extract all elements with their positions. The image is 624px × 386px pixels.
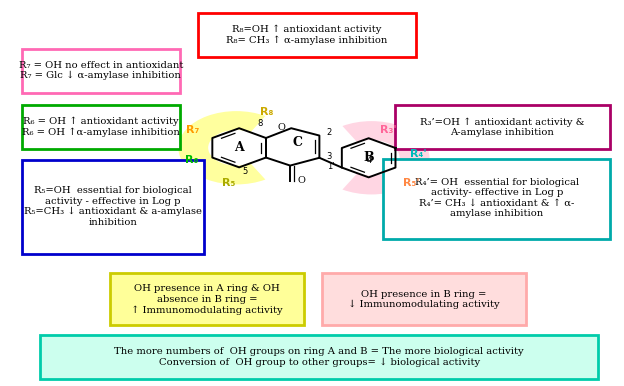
- Text: 5: 5: [243, 167, 248, 176]
- Text: R₇ = OH no effect in antioxidant
R₇ = Glc ↓ α-amylase inhibition: R₇ = OH no effect in antioxidant R₇ = Gl…: [19, 61, 183, 80]
- FancyBboxPatch shape: [110, 273, 304, 325]
- Text: O: O: [278, 123, 285, 132]
- Text: R₆: R₆: [185, 155, 198, 165]
- Text: R₅: R₅: [222, 178, 235, 188]
- Text: A: A: [234, 141, 244, 154]
- FancyBboxPatch shape: [22, 49, 180, 93]
- FancyBboxPatch shape: [22, 161, 204, 254]
- Text: R₄’= OH  essential for biological
activity- effective in Log p
R₄’= CH₃ ↓ antiox: R₄’= OH essential for biological activit…: [415, 178, 579, 218]
- Text: 8: 8: [257, 119, 263, 128]
- Text: R₅': R₅': [403, 178, 419, 188]
- Text: O: O: [298, 176, 305, 185]
- Text: 1': 1': [328, 162, 335, 171]
- FancyBboxPatch shape: [198, 13, 416, 57]
- Text: 3: 3: [326, 152, 332, 161]
- Text: OH presence in B ring =
↓ Immunomodulating activity: OH presence in B ring = ↓ Immunomodulati…: [348, 290, 499, 309]
- Text: OH presence in A ring & OH
absence in B ring =
↑ Immunomodulating activity: OH presence in A ring & OH absence in B …: [131, 284, 283, 315]
- FancyBboxPatch shape: [22, 105, 180, 149]
- Text: R₇: R₇: [187, 125, 200, 135]
- Text: B: B: [363, 151, 374, 164]
- Text: The more numbers of  OH groups on ring A and B = The more biological activity
Co: The more numbers of OH groups on ring A …: [114, 347, 524, 367]
- Text: 4': 4': [367, 156, 374, 165]
- Wedge shape: [178, 111, 265, 185]
- Text: R₅=OH  essential for biological
activity - effective in Log p
R₅=CH₃ ↓ antioxida: R₅=OH essential for biological activity …: [24, 186, 202, 227]
- FancyBboxPatch shape: [383, 159, 610, 239]
- Text: C: C: [292, 136, 302, 149]
- Text: R₄': R₄': [410, 149, 427, 159]
- FancyBboxPatch shape: [395, 105, 610, 149]
- FancyBboxPatch shape: [322, 273, 525, 325]
- FancyBboxPatch shape: [40, 335, 598, 379]
- Text: R₈: R₈: [260, 107, 274, 117]
- Text: R₃': R₃': [379, 125, 396, 135]
- Wedge shape: [343, 121, 429, 195]
- Text: R₃’=OH ↑ antioxidant activity &
A-amylase inhibition: R₃’=OH ↑ antioxidant activity & A-amylas…: [420, 117, 585, 137]
- Text: 2: 2: [326, 128, 332, 137]
- Text: R₈=OH ↑ antioxidant activity
R₈= CH₃ ↑ α-amylase inhibition: R₈=OH ↑ antioxidant activity R₈= CH₃ ↑ α…: [227, 25, 388, 45]
- Text: R₆ = OH ↑ antioxidant activity
R₆ = OH ↑α-amylase inhibition: R₆ = OH ↑ antioxidant activity R₆ = OH ↑…: [22, 117, 180, 137]
